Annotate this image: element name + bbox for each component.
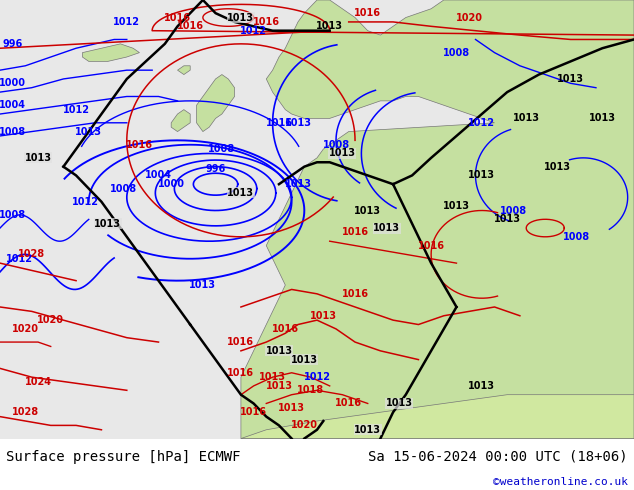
Text: 1004: 1004 bbox=[145, 171, 172, 180]
Text: 1012: 1012 bbox=[469, 118, 495, 128]
Text: 1013: 1013 bbox=[291, 355, 318, 365]
Text: 1008: 1008 bbox=[443, 48, 470, 58]
Text: 1016: 1016 bbox=[418, 241, 444, 250]
Text: 1016: 1016 bbox=[177, 21, 204, 31]
Text: 996: 996 bbox=[205, 164, 226, 174]
Text: 1013: 1013 bbox=[469, 381, 495, 391]
Text: 1013: 1013 bbox=[266, 381, 292, 391]
Text: 1008: 1008 bbox=[110, 184, 137, 194]
Text: 1012: 1012 bbox=[63, 105, 89, 115]
Text: 1012: 1012 bbox=[72, 196, 99, 207]
Text: 1013: 1013 bbox=[310, 311, 337, 321]
Text: 1020: 1020 bbox=[291, 420, 318, 430]
Polygon shape bbox=[241, 0, 634, 439]
Text: 1013: 1013 bbox=[354, 205, 381, 216]
Polygon shape bbox=[178, 66, 190, 74]
Text: 1013: 1013 bbox=[545, 162, 571, 172]
Text: 1000: 1000 bbox=[158, 179, 184, 189]
Text: 1016: 1016 bbox=[342, 289, 368, 299]
Text: 1013: 1013 bbox=[25, 153, 51, 163]
Text: 1013: 1013 bbox=[373, 223, 400, 233]
Polygon shape bbox=[241, 395, 634, 439]
Polygon shape bbox=[197, 74, 235, 132]
Text: 1008: 1008 bbox=[0, 210, 26, 220]
Text: 1016: 1016 bbox=[253, 17, 280, 27]
Text: 1013: 1013 bbox=[443, 201, 470, 211]
Text: ©weatheronline.co.uk: ©weatheronline.co.uk bbox=[493, 477, 628, 487]
Text: 1016: 1016 bbox=[335, 398, 362, 409]
Text: 1000: 1000 bbox=[0, 78, 26, 88]
Text: 1013: 1013 bbox=[513, 113, 540, 123]
Text: 1020: 1020 bbox=[37, 315, 64, 325]
Text: 996: 996 bbox=[3, 39, 23, 49]
Polygon shape bbox=[82, 44, 139, 61]
Text: 1013: 1013 bbox=[329, 148, 356, 158]
Text: 1016: 1016 bbox=[164, 13, 191, 23]
Text: 1016: 1016 bbox=[228, 337, 254, 347]
Text: 1013: 1013 bbox=[94, 219, 121, 229]
Text: 1013: 1013 bbox=[589, 113, 616, 123]
Text: 1020: 1020 bbox=[12, 324, 39, 334]
Text: 1016: 1016 bbox=[126, 140, 153, 150]
Text: 1008: 1008 bbox=[0, 126, 26, 137]
Text: 1013: 1013 bbox=[354, 425, 381, 435]
Text: 1013: 1013 bbox=[259, 372, 286, 382]
Text: 1028: 1028 bbox=[18, 249, 45, 259]
Text: 1020: 1020 bbox=[456, 13, 482, 23]
Text: 1008: 1008 bbox=[209, 144, 235, 154]
Text: 1013: 1013 bbox=[190, 280, 216, 290]
Text: 1013: 1013 bbox=[386, 398, 413, 409]
Text: 1012: 1012 bbox=[304, 372, 330, 382]
Text: 1008: 1008 bbox=[323, 140, 349, 150]
Text: 1016: 1016 bbox=[266, 118, 292, 128]
Text: 1013: 1013 bbox=[75, 126, 102, 137]
Text: 1012: 1012 bbox=[113, 17, 140, 27]
Text: 1004: 1004 bbox=[0, 100, 26, 110]
Text: 1013: 1013 bbox=[278, 403, 305, 413]
Text: Surface pressure [hPa] ECMWF: Surface pressure [hPa] ECMWF bbox=[6, 449, 241, 464]
Text: 1024: 1024 bbox=[25, 376, 51, 387]
Text: 1013: 1013 bbox=[494, 214, 521, 224]
Text: 1016: 1016 bbox=[228, 368, 254, 378]
Text: 1012: 1012 bbox=[240, 25, 267, 36]
Text: 1016: 1016 bbox=[272, 324, 299, 334]
Text: Sa 15-06-2024 00:00 UTC (18+06): Sa 15-06-2024 00:00 UTC (18+06) bbox=[368, 449, 628, 464]
Text: 1008: 1008 bbox=[564, 232, 590, 242]
Text: 1028: 1028 bbox=[12, 407, 39, 417]
Text: 1013: 1013 bbox=[228, 13, 254, 23]
Text: 1012: 1012 bbox=[6, 254, 32, 264]
Polygon shape bbox=[171, 110, 190, 132]
Text: 1013: 1013 bbox=[285, 118, 311, 128]
Text: 1008: 1008 bbox=[500, 205, 527, 216]
Text: 1013: 1013 bbox=[316, 21, 343, 31]
Text: 1013: 1013 bbox=[285, 179, 311, 189]
Text: 1013: 1013 bbox=[469, 171, 495, 180]
Text: 1016: 1016 bbox=[354, 8, 381, 18]
Text: 1016: 1016 bbox=[240, 407, 267, 417]
Text: 1013: 1013 bbox=[266, 346, 292, 356]
Text: 1018: 1018 bbox=[297, 385, 324, 395]
Text: 1013: 1013 bbox=[228, 188, 254, 198]
Text: 1016: 1016 bbox=[342, 227, 368, 238]
Text: 1013: 1013 bbox=[557, 74, 584, 84]
